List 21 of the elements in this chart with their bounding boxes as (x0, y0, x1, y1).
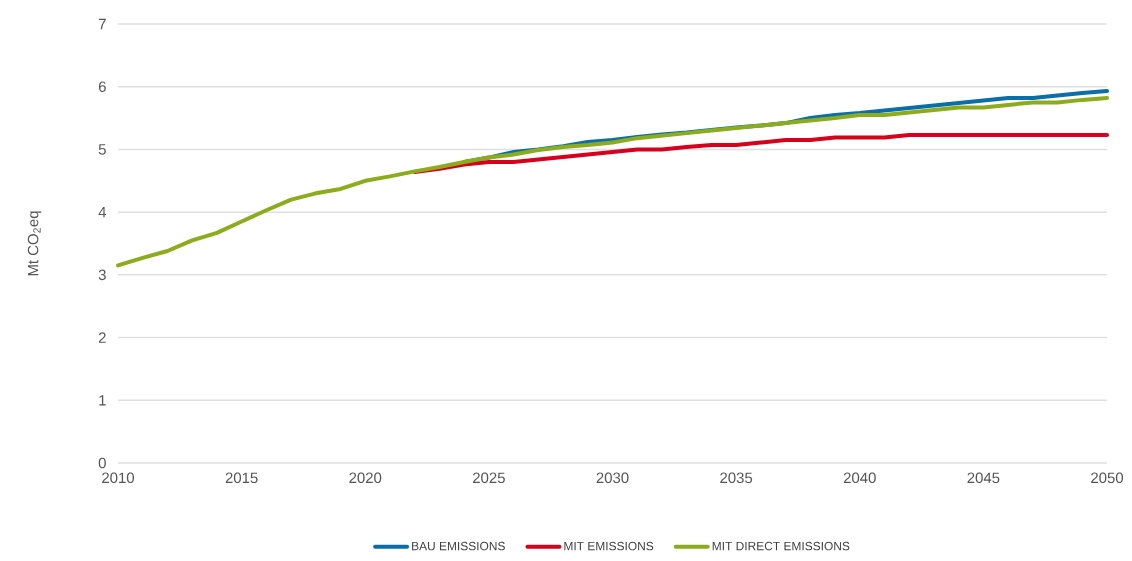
legend-label: MIT EMISSIONS (564, 541, 654, 551)
x-tick-label: 2050 (1091, 472, 1124, 484)
y-tick-label: 6 (98, 81, 106, 92)
x-tick-label: 2010 (102, 472, 135, 484)
x-tick-label: 2015 (225, 472, 258, 484)
y-tick-label: 2 (98, 332, 106, 343)
x-tick-label: 2025 (473, 472, 505, 484)
x-tick-label: 2045 (967, 472, 1000, 484)
x-tick-label: 2030 (596, 472, 629, 484)
legend-label: MIT DIRECT EMISSIONS (712, 541, 850, 551)
y-tick-label: 7 (98, 18, 106, 30)
x-tick-label: 2040 (843, 472, 876, 484)
y-axis-title: Mt CO$_{2}$eq (27, 211, 42, 276)
x-tick-label: 2020 (349, 472, 382, 484)
y-tick-label: 3 (98, 269, 106, 281)
x-tick-label: 2035 (720, 472, 753, 484)
y-tick-label: 1 (99, 395, 106, 406)
y-tick-label: 0 (98, 457, 106, 469)
y-tick-label: 4 (98, 207, 107, 218)
legend-label: BAU EMISSIONS (412, 541, 505, 551)
y-tick-label: 5 (98, 144, 106, 155)
